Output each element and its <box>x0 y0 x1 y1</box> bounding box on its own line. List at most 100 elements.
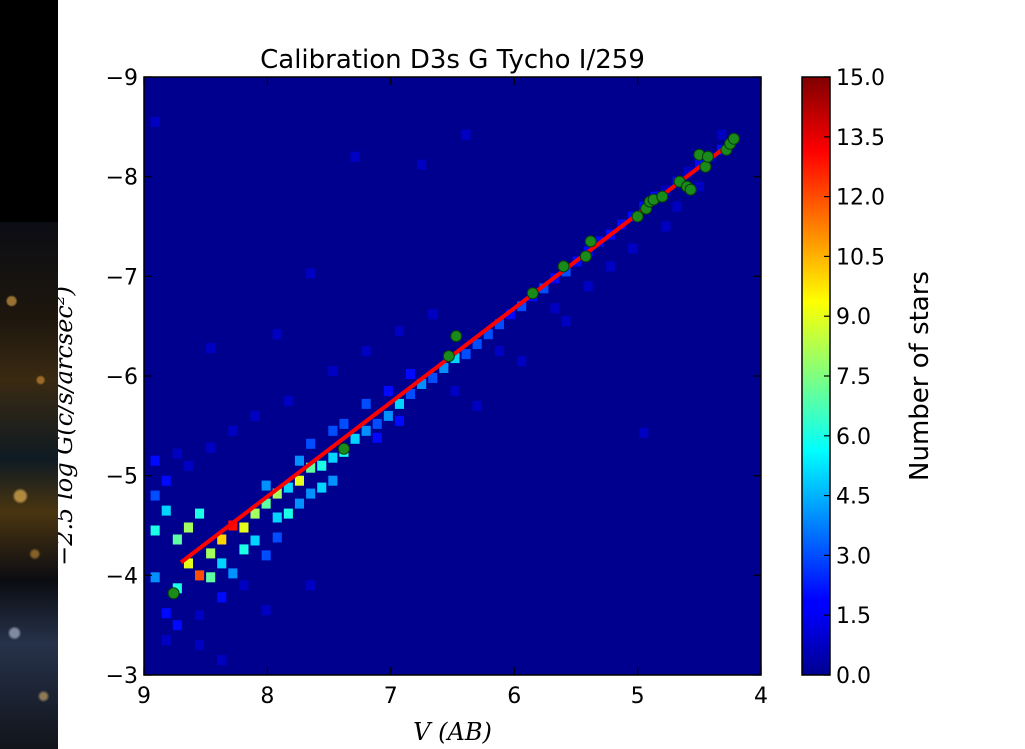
density-bin <box>328 452 338 463</box>
x-tick-label: 8 <box>260 684 274 709</box>
density-bin <box>206 442 216 453</box>
density-bin <box>628 243 638 254</box>
chart-figure: 9 8 7 6 5 4 −9 −8 −7 −6 −5 −4 −3 Calibration D3s G T… <box>58 0 1025 749</box>
density-bin <box>328 425 338 436</box>
density-bin <box>317 482 327 493</box>
density-bin <box>183 460 193 471</box>
density-bin <box>417 159 427 170</box>
density-bin <box>206 572 216 583</box>
density-bin <box>294 475 304 486</box>
density-bin <box>306 488 316 499</box>
density-bin <box>450 386 460 396</box>
density-bin <box>694 181 704 192</box>
density-bin <box>383 410 393 421</box>
density-bin <box>583 281 593 292</box>
density-bin <box>361 346 371 357</box>
plot-background <box>144 77 761 675</box>
density-bin <box>217 534 227 545</box>
colorbar-label: Number of stars <box>905 271 935 481</box>
density-bin <box>228 568 238 579</box>
density-bin <box>550 303 560 314</box>
density-bin <box>661 221 671 232</box>
density-bin <box>161 635 171 646</box>
density-bin <box>294 455 304 466</box>
density-bin <box>361 398 371 409</box>
density-bin <box>261 480 271 491</box>
density-bin <box>172 448 182 459</box>
density-bin <box>306 580 316 591</box>
highlighted-star-point <box>584 235 597 248</box>
density-bin <box>150 525 160 536</box>
axes: 9 8 7 6 5 4 −9 −8 −7 −6 −5 −4 −3 <box>106 66 768 709</box>
x-axis-label: V (AB) <box>413 718 492 746</box>
density-bin <box>272 512 282 523</box>
y-tick-label: −6 <box>106 365 138 390</box>
density-bin <box>517 301 527 312</box>
density-bin <box>195 640 205 651</box>
density-bin <box>428 373 438 383</box>
x-tick-label: 9 <box>137 684 151 709</box>
density-bin <box>250 410 260 421</box>
density-bin <box>372 418 382 429</box>
highlighted-star-point <box>656 190 669 203</box>
y-tick-label: −9 <box>106 66 138 91</box>
density-bin <box>150 490 160 501</box>
density-bin <box>672 201 682 212</box>
colorbar-tick-label: 9.0 <box>836 305 871 330</box>
chart-title: Calibration D3s G Tycho I/259 <box>260 45 645 75</box>
density-bin <box>250 535 260 546</box>
density-bin <box>228 425 238 436</box>
y-tick-label: −4 <box>106 564 138 589</box>
density-bin <box>172 534 182 545</box>
density-bin <box>283 508 293 519</box>
highlighted-star-point <box>450 330 463 343</box>
colorbar-tick-label: 0.0 <box>836 664 871 689</box>
density-bin <box>383 386 393 396</box>
y-tick-label: −7 <box>106 265 138 290</box>
density-bin <box>394 415 404 426</box>
density-bin <box>206 343 216 354</box>
density-bin <box>639 427 649 438</box>
density-bin <box>350 151 360 162</box>
density-bin <box>450 353 460 364</box>
density-bin <box>328 475 338 486</box>
density-bin <box>261 550 271 561</box>
density-bin <box>506 309 516 320</box>
density-bin <box>539 283 549 294</box>
density-bin <box>150 116 160 127</box>
density-bin <box>217 592 227 603</box>
density-bin <box>394 398 404 409</box>
highlighted-star-point <box>631 210 644 223</box>
density-bin <box>461 129 471 140</box>
density-bin <box>183 522 193 533</box>
density-bin <box>228 520 238 531</box>
density-bin <box>561 316 571 327</box>
chart-svg: 9 8 7 6 5 4 −9 −8 −7 −6 −5 −4 −3 Calibration D3s G T… <box>58 45 935 746</box>
density-bin <box>494 319 504 330</box>
density-bin <box>283 482 293 493</box>
density-bin <box>172 620 182 631</box>
colorbar-tick-label: 7.5 <box>836 365 871 390</box>
density-bin <box>517 356 527 367</box>
density-bin <box>239 580 249 591</box>
background-photo-strip <box>0 222 58 749</box>
density-bin <box>306 438 316 449</box>
density-bin <box>250 508 260 519</box>
highlighted-star-point <box>526 287 539 300</box>
colorbar-tick-label: 3.0 <box>836 544 871 569</box>
density-bin <box>161 608 171 619</box>
density-bin <box>350 433 360 444</box>
density-bin <box>372 432 382 443</box>
x-tick-label: 4 <box>754 684 768 709</box>
highlighted-star-point <box>727 132 740 145</box>
density-bin <box>483 329 493 340</box>
colorbar-ticks: 0.0 1.5 3.0 4.5 6.0 7.5 9.0 10.5 12.0 13.5 15.0 <box>824 66 885 689</box>
colorbar-tick-label: 12.0 <box>836 186 885 211</box>
y-tick-label: −5 <box>106 465 138 490</box>
density-bin <box>428 309 438 320</box>
colorbar-tick-label: 1.5 <box>836 604 871 629</box>
density-bin <box>161 475 171 486</box>
highlighted-star-point <box>701 150 714 163</box>
density-bin <box>306 268 316 279</box>
density-bin <box>217 655 227 666</box>
